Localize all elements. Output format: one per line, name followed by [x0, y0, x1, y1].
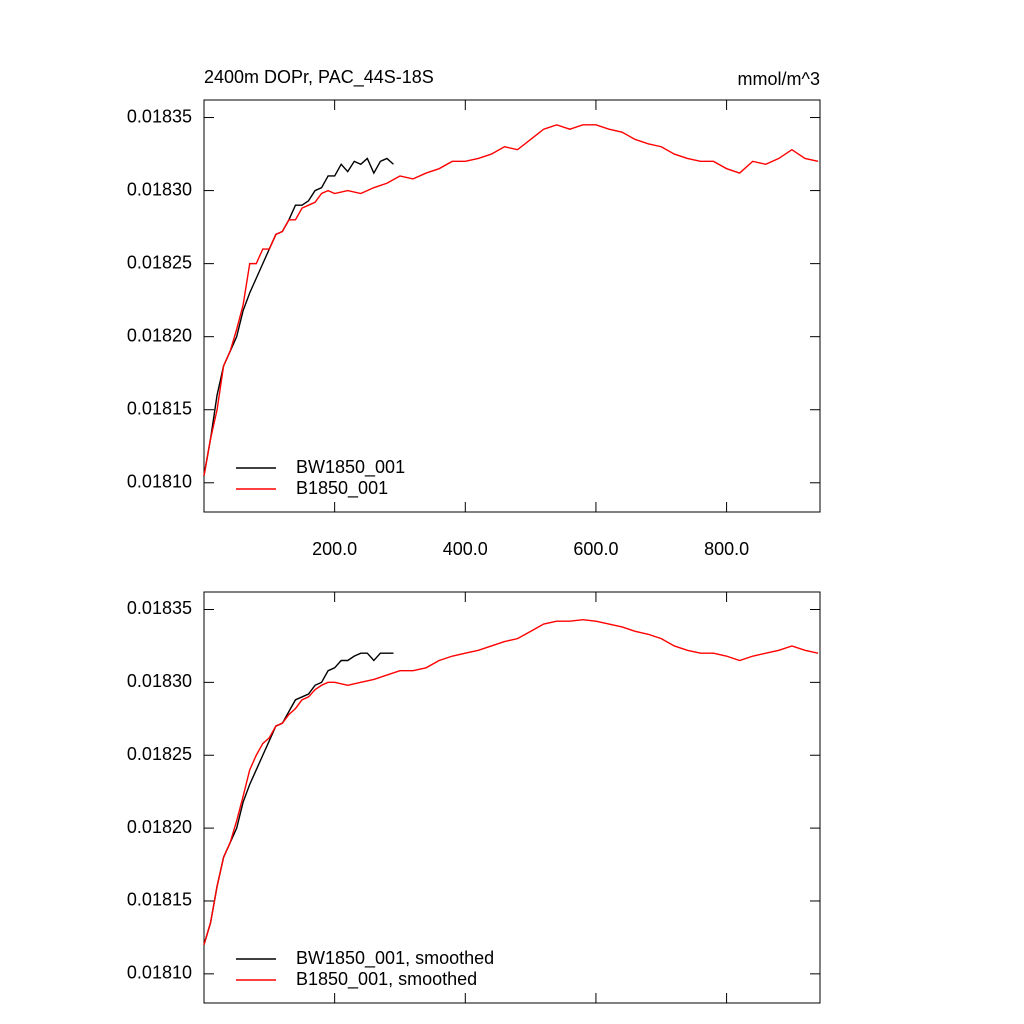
- series-line: [203, 124, 819, 476]
- y-tick-label: 0.01810: [127, 963, 192, 983]
- y-tick-label: 0.01825: [127, 744, 192, 764]
- y-tick-label: 0.01830: [127, 671, 192, 691]
- legend-label: BW1850_001: [296, 457, 405, 478]
- x-tick-label: 800.0: [704, 539, 749, 559]
- series-line: [203, 618, 819, 945]
- x-tick-label: 400.0: [443, 539, 488, 559]
- legend-label: B1850_001: [296, 478, 388, 499]
- chart-title: 2400m DOPr, PAC_44S-18S: [204, 67, 434, 88]
- y-tick-label: 0.01815: [127, 398, 192, 418]
- x-tick-label: 200.0: [312, 539, 357, 559]
- series-line: [203, 157, 394, 476]
- x-tick-label: 600.0: [573, 539, 618, 559]
- series-line: [203, 652, 394, 945]
- plot-frame: [203, 99, 821, 513]
- legend-label: BW1850_001, smoothed: [296, 948, 494, 969]
- y-tick-label: 0.01825: [127, 252, 192, 272]
- y-tick-label: 0.01835: [127, 106, 192, 126]
- y-tick-label: 0.01815: [127, 890, 192, 910]
- legend-label: B1850_001, smoothed: [296, 969, 477, 990]
- y-tick-label: 0.01810: [127, 472, 192, 492]
- y-tick-label: 0.01835: [127, 598, 192, 618]
- y-tick-label: 0.01820: [127, 325, 192, 345]
- units-label: mmol/m^3: [738, 69, 820, 89]
- plot-frame: [203, 591, 821, 1004]
- y-tick-label: 0.01830: [127, 179, 192, 199]
- y-tick-label: 0.01820: [127, 817, 192, 837]
